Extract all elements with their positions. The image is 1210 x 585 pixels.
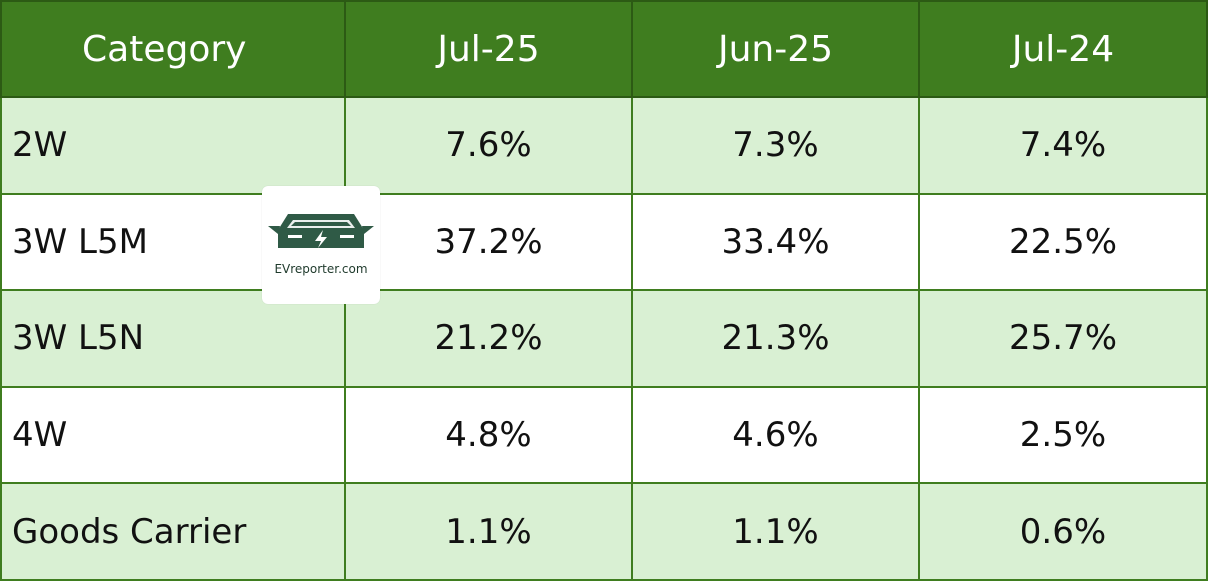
cell-jul-24: 22.5% (918, 192, 1208, 292)
row-category: 2W (0, 96, 346, 195)
header-row: Category Jul-25 Jun-25 Jul-24 (0, 0, 1208, 98)
cell-jun-25: 33.4% (631, 192, 920, 292)
header-category: Category (0, 0, 346, 98)
evreporter-logo: EVreporter.com (262, 186, 380, 304)
table-body: 2W 7.6% 7.3% 7.4% 3W L5M 37.2% 33.4% 22.… (0, 96, 1208, 581)
row-category: Goods Carrier (0, 482, 346, 581)
table-row: 2W 7.6% 7.3% 7.4% (0, 96, 1208, 195)
cell-jun-25: 4.6% (631, 385, 920, 485)
header-jul-25: Jul-25 (344, 0, 633, 98)
cell-jul-25: 21.2% (344, 289, 633, 388)
table-row: Goods Carrier 1.1% 1.1% 0.6% (0, 482, 1208, 581)
cell-jun-25: 1.1% (631, 482, 920, 581)
cell-jul-24: 2.5% (918, 385, 1208, 485)
cell-jul-24: 0.6% (918, 482, 1208, 581)
table-row: 3W L5M 37.2% 33.4% 22.5% (0, 192, 1208, 292)
cell-jul-25: 4.8% (344, 385, 633, 485)
cell-jun-25: 21.3% (631, 289, 920, 388)
table-row: 4W 4.8% 4.6% 2.5% (0, 385, 1208, 485)
logo-text: EVreporter.com (274, 262, 368, 276)
cell-jul-24: 25.7% (918, 289, 1208, 388)
header-jun-25: Jun-25 (631, 0, 920, 98)
header-jul-24: Jul-24 (918, 0, 1208, 98)
row-category: 3W L5N (0, 289, 346, 388)
cell-jul-24: 7.4% (918, 96, 1208, 195)
row-category: 4W (0, 385, 346, 485)
cell-jul-25: 1.1% (344, 482, 633, 581)
cell-jul-25: 37.2% (344, 192, 633, 292)
table-header: Category Jul-25 Jun-25 Jul-24 (0, 0, 1208, 98)
cell-jul-25: 7.6% (344, 96, 633, 195)
cell-jun-25: 7.3% (631, 96, 920, 195)
table-row: 3W L5N 21.2% 21.3% 25.7% (0, 289, 1208, 388)
ev-car-bolt-icon (268, 214, 374, 248)
